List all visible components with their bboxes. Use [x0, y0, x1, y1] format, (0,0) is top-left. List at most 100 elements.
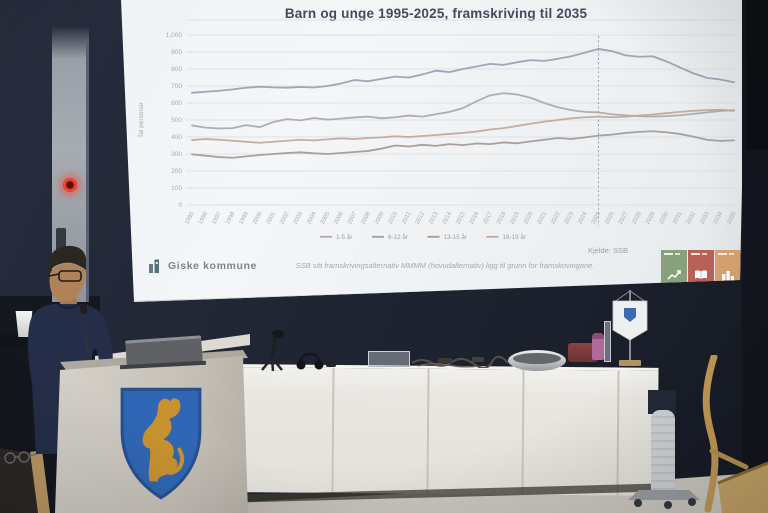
y-axis-tick: 1,000: [166, 32, 183, 39]
legend-label: 6-12 år: [388, 233, 408, 241]
legend-item: 13-15 år: [427, 233, 467, 241]
equipment-stand-column: [651, 410, 675, 492]
steel-bowl: [508, 350, 566, 371]
x-axis-tick: 2018: [496, 210, 508, 225]
legend-item: 16-19 år: [486, 233, 526, 241]
growth-chart-icon: [667, 270, 681, 280]
water-bottle: [592, 333, 604, 360]
polo-collar: [57, 302, 81, 310]
x-axis-tick: 2001: [266, 211, 277, 225]
x-axis-tick: 2035: [726, 210, 738, 225]
reading-glasses: [4, 451, 38, 464]
bowl-opening: [513, 353, 561, 364]
equipment-stand-base: [628, 490, 700, 500]
y-axis-tick: 900: [171, 49, 182, 56]
cabinet-door-seam: [331, 367, 335, 493]
caster-wheel: [634, 499, 642, 507]
pennant-flag-stand: [612, 290, 648, 366]
x-axis-tick: 2000: [252, 210, 264, 225]
x-axis-tick: 2020: [523, 210, 535, 225]
x-axis-tick: 2016: [469, 210, 481, 225]
series-line-16-19-år: [191, 108, 735, 144]
x-axis-tick: 2013: [428, 210, 440, 225]
x-axis-tick: 1995: [184, 210, 196, 225]
coat-of-arms-shield: [120, 387, 202, 500]
series-line-13-15-år: [191, 130, 735, 159]
cabinet-door-seam: [521, 369, 525, 495]
x-axis-tick: 2023: [564, 210, 576, 225]
slide-footnote: SSB sitt framskrivingsalternativ MMMM (h…: [295, 261, 595, 270]
x-axis-tick: 2014: [442, 210, 454, 225]
giske-kommune-logo: Giske kommune: [148, 258, 257, 274]
x-axis-tick: 2011: [401, 211, 412, 225]
legend-item: 1-5 år: [320, 233, 352, 241]
x-axis-tick: 2004: [306, 210, 318, 225]
x-axis-tick: 2006: [333, 210, 345, 225]
tile-header-text: [691, 253, 700, 255]
tile-header-text: [729, 253, 734, 255]
tile-header-text: [702, 253, 707, 255]
headphones: [296, 352, 336, 370]
presenter-hair: [48, 245, 86, 273]
x-axis-tick: 2028: [631, 210, 643, 225]
slide-title: Barn og unge 1995-2025, framskriving til…: [284, 6, 588, 21]
dark-corner: [746, 0, 768, 150]
y-axis-tick: 800: [171, 66, 182, 73]
door-lock-plate: [56, 228, 66, 253]
x-axis-tick: 2031: [672, 211, 683, 225]
y-axis-tick: 300: [171, 151, 182, 158]
legend-label: 1-5 år: [336, 233, 352, 241]
x-axis-tick: 2029: [645, 211, 656, 225]
tile-header-text: [675, 253, 680, 255]
y-axis-tick: 100: [171, 185, 182, 192]
y-axis-tick: 400: [171, 134, 182, 141]
cabinet-door-seam: [426, 368, 430, 494]
white-credenza: [239, 364, 659, 496]
x-axis-tick: 2024: [577, 210, 589, 225]
red-case: [568, 343, 598, 362]
cabinet-door-seam: [616, 370, 620, 496]
kommune-crest-icon: [149, 259, 159, 273]
x-axis-tick: 2007: [347, 211, 358, 225]
y-axis-tick: 0: [178, 202, 182, 209]
door-frame-edge: [86, 40, 89, 302]
x-axis-tick: 2032: [686, 211, 697, 225]
presenter-face: [49, 263, 86, 302]
x-axis-tick: 2008: [360, 210, 372, 225]
x-axis-tick: 2030: [659, 210, 671, 225]
x-axis-ticks: 1995 1996 1997 1998 1999 2000 2001 2002 2003 2004…: [184, 210, 738, 225]
x-axis-tick: 2022: [550, 211, 561, 225]
podium-microphone: [79, 303, 89, 360]
eyeglasses: [58, 270, 82, 282]
x-axis-tick: 2027: [618, 211, 629, 225]
caster-wheel: [688, 498, 696, 506]
y-axis-tick: 500: [171, 117, 182, 124]
sdg-tile-green: [661, 250, 687, 287]
sdg-tile-red: [688, 250, 714, 287]
legend-item: 6-12 år: [372, 233, 408, 241]
x-axis-tick: 2002: [279, 211, 290, 225]
x-axis-tick: 1997: [211, 211, 222, 225]
x-axis-tick: 1999: [239, 211, 250, 225]
wooden-chair: [702, 355, 768, 513]
y-axis-tick: 600: [171, 100, 182, 107]
series-line-6-12-år: [191, 48, 735, 94]
buildings-icon: [722, 271, 734, 281]
tile-header-text: [664, 253, 673, 255]
desk-microphone: [261, 330, 284, 372]
cable-clutter: [411, 355, 509, 368]
line-chart: 0 100 200 300 400 500 600 700 800 900 1,000 Tal per…: [138, 19, 738, 241]
y-axis-tick: 700: [171, 83, 182, 90]
lion-emblem: [142, 398, 181, 482]
giske-logo-text: Giske kommune: [168, 260, 257, 272]
lion-tail: [168, 447, 185, 476]
x-axis-tick: 2005: [320, 210, 332, 225]
legend-label: 16-19 år: [503, 233, 526, 241]
x-axis-tick: 2034: [713, 210, 725, 225]
x-axis-tick: 2021: [537, 211, 548, 225]
glass-cylinder: [604, 321, 611, 362]
y-axis-label: Tal personar: [138, 101, 145, 138]
source-label: Kjelde: SSB: [588, 246, 629, 255]
